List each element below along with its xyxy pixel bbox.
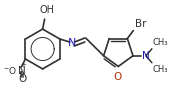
- Text: O: O: [19, 74, 27, 84]
- Text: Br: Br: [135, 19, 147, 29]
- Text: O: O: [113, 72, 121, 82]
- Text: N: N: [18, 66, 26, 76]
- Text: CH₃: CH₃: [152, 65, 168, 74]
- Text: $^{-}$O: $^{-}$O: [3, 65, 17, 76]
- Text: N: N: [68, 38, 76, 48]
- Text: N: N: [142, 51, 150, 61]
- Text: +: +: [20, 62, 26, 68]
- Text: CH₃: CH₃: [152, 38, 168, 47]
- Text: OH: OH: [39, 5, 54, 15]
